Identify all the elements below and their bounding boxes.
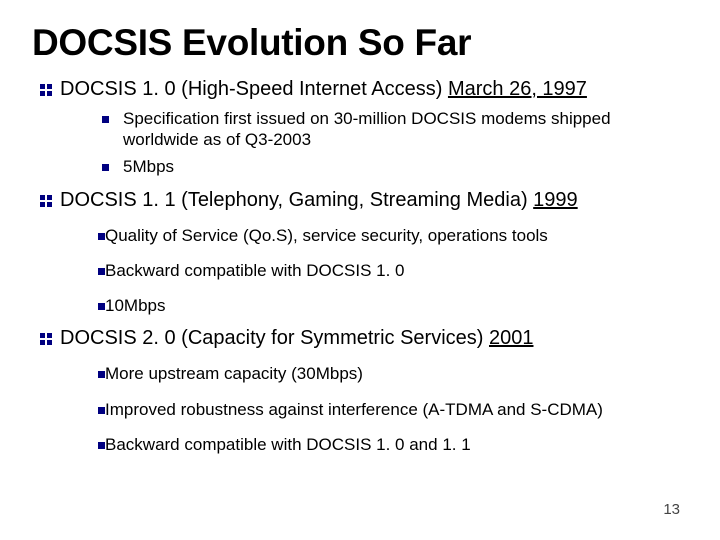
plus-bullet-icon — [40, 195, 60, 207]
heading-year: 1999 — [533, 189, 578, 211]
heading-main: DOCSIS 1. 1 (Telephony, Gaming, Streamin… — [60, 189, 533, 211]
sub-text: Quality of Service (Qo.S), service secur… — [105, 225, 688, 246]
slide: DOCSIS Evolution So Far DOCSIS 1. 0 (Hig… — [0, 0, 720, 540]
sub-text: Backward compatible with DOCSIS 1. 0 — [105, 260, 688, 281]
plus-bullet-icon — [40, 84, 60, 96]
heading-year: 2001 — [489, 327, 534, 349]
heading-year: March 26, 1997 — [448, 78, 587, 100]
sub-text: 10Mbps — [105, 295, 688, 316]
sub-text: Specification first issued on 30-million… — [123, 108, 688, 151]
section-1: DOCSIS 1. 0 (High-Speed Internet Access)… — [32, 77, 688, 178]
list-item: 5Mbps — [102, 156, 688, 177]
plus-bullet-icon — [40, 333, 60, 345]
list-item: 10Mbps — [98, 295, 688, 316]
section-3-heading: DOCSIS 2. 0 (Capacity for Symmetric Serv… — [40, 326, 688, 351]
slide-title: DOCSIS Evolution So Far — [32, 24, 688, 63]
heading-main: DOCSIS 1. 0 (High-Speed Internet Access) — [60, 78, 448, 100]
square-bullet-icon — [102, 116, 109, 123]
sub-text: Improved robustness against interference… — [105, 399, 688, 420]
section-1-heading: DOCSIS 1. 0 (High-Speed Internet Access)… — [40, 77, 688, 102]
section-2: DOCSIS 1. 1 (Telephony, Gaming, Streamin… — [32, 188, 688, 317]
square-bullet-icon — [98, 371, 105, 378]
square-bullet-icon — [98, 303, 105, 310]
heading-main: DOCSIS 2. 0 (Capacity for Symmetric Serv… — [60, 327, 489, 349]
list-item: Backward compatible with DOCSIS 1. 0 and… — [98, 434, 688, 455]
sub-text: Backward compatible with DOCSIS 1. 0 and… — [105, 434, 688, 455]
square-bullet-icon — [98, 407, 105, 414]
heading-text: DOCSIS 1. 1 (Telephony, Gaming, Streamin… — [60, 188, 688, 213]
list-item: Specification first issued on 30-million… — [102, 108, 688, 151]
sub-text: 5Mbps — [123, 156, 688, 177]
list-item: Quality of Service (Qo.S), service secur… — [98, 225, 688, 246]
section-3: DOCSIS 2. 0 (Capacity for Symmetric Serv… — [32, 326, 688, 455]
page-number: 13 — [663, 501, 680, 518]
heading-text: DOCSIS 1. 0 (High-Speed Internet Access)… — [60, 77, 688, 102]
list-item: Backward compatible with DOCSIS 1. 0 — [98, 260, 688, 281]
square-bullet-icon — [98, 268, 105, 275]
sub-text: More upstream capacity (30Mbps) — [105, 363, 688, 384]
square-bullet-icon — [102, 164, 109, 171]
list-item: Improved robustness against interference… — [98, 399, 688, 420]
list-item: More upstream capacity (30Mbps) — [98, 363, 688, 384]
section-2-heading: DOCSIS 1. 1 (Telephony, Gaming, Streamin… — [40, 188, 688, 213]
heading-text: DOCSIS 2. 0 (Capacity for Symmetric Serv… — [60, 326, 688, 351]
square-bullet-icon — [98, 233, 105, 240]
square-bullet-icon — [98, 442, 105, 449]
